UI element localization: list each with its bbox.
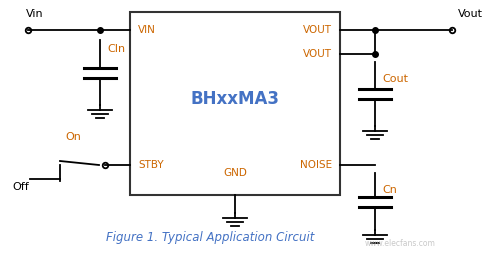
Text: VIN: VIN <box>138 25 156 35</box>
Text: Figure 1. Typical Application Circuit: Figure 1. Typical Application Circuit <box>106 231 314 245</box>
Text: NOISE: NOISE <box>300 160 332 170</box>
Bar <box>130 12 340 195</box>
Text: CIn: CIn <box>107 44 125 54</box>
Text: VOUT: VOUT <box>303 25 332 35</box>
Text: Cout: Cout <box>382 74 408 84</box>
Text: www.elecfans.com: www.elecfans.com <box>365 238 436 247</box>
Text: VOUT: VOUT <box>303 49 332 59</box>
Text: Off: Off <box>12 182 29 192</box>
Text: BHxxMA3: BHxxMA3 <box>191 90 279 108</box>
Text: Cn: Cn <box>382 185 397 195</box>
Text: GND: GND <box>223 168 247 178</box>
Text: Vout: Vout <box>458 9 483 19</box>
Text: On: On <box>65 132 81 142</box>
Text: STBY: STBY <box>138 160 164 170</box>
Text: Vin: Vin <box>26 9 44 19</box>
